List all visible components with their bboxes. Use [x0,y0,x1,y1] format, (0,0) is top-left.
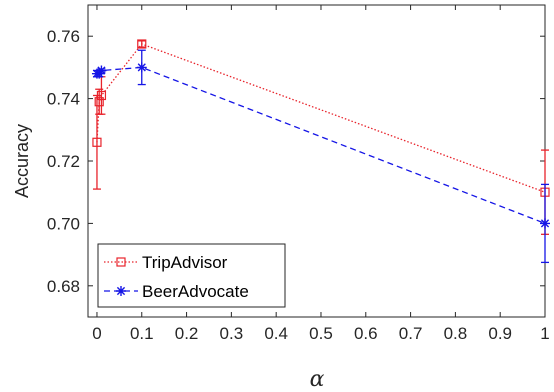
x-tick-label: 0.3 [220,324,244,343]
square-marker [137,39,147,49]
y-axis: 0.68 0.70 0.72 0.74 0.76 [47,27,545,296]
asterisk-marker [540,218,550,229]
legend-label: BeerAdvocate [142,282,249,301]
legend-item-beeradvocate: BeerAdvocate [104,282,249,301]
legend-label: TripAdvisor [142,253,228,272]
y-tick-label: 0.68 [47,277,80,296]
asterisk-marker [96,65,107,76]
x-axis: 0 0.1 0.2 0.3 0.4 0.5 0.6 0.7 0.8 0.9 1 [92,5,550,343]
y-tick-label: 0.72 [47,152,80,171]
legend: TripAdvisor BeerAdvocate [97,243,286,308]
x-tick-label: 0.5 [309,324,333,343]
y-tick-label: 0.74 [47,90,80,109]
series-beeradvocate [91,49,550,264]
y-axis-label: Accuracy [12,124,32,198]
square-marker [96,90,107,101]
y-tick-label: 0.70 [47,214,80,233]
x-tick-label: 0.2 [175,324,199,343]
x-tick-label: 0.9 [488,324,512,343]
square-marker [94,97,104,107]
x-axis-label: α [310,367,325,392]
square-marker [92,137,102,147]
x-tick-label: 0.1 [130,324,154,343]
y-tick-label: 0.76 [47,27,80,46]
square-marker [116,257,126,267]
x-tick-label: 0.7 [399,324,423,343]
asterisk-marker [116,286,126,296]
series-layer [91,39,550,264]
x-tick-label: 0 [92,324,101,343]
x-tick-label: 0.4 [264,324,288,343]
asterisk-marker [136,62,147,73]
x-tick-label: 0.8 [444,324,468,343]
x-tick-label: 0.6 [354,324,378,343]
legend-box [97,243,286,308]
series-line [96,43,546,193]
legend-item-tripadvisor: TripAdvisor [104,253,228,272]
x-tick-label: 1 [540,324,549,343]
